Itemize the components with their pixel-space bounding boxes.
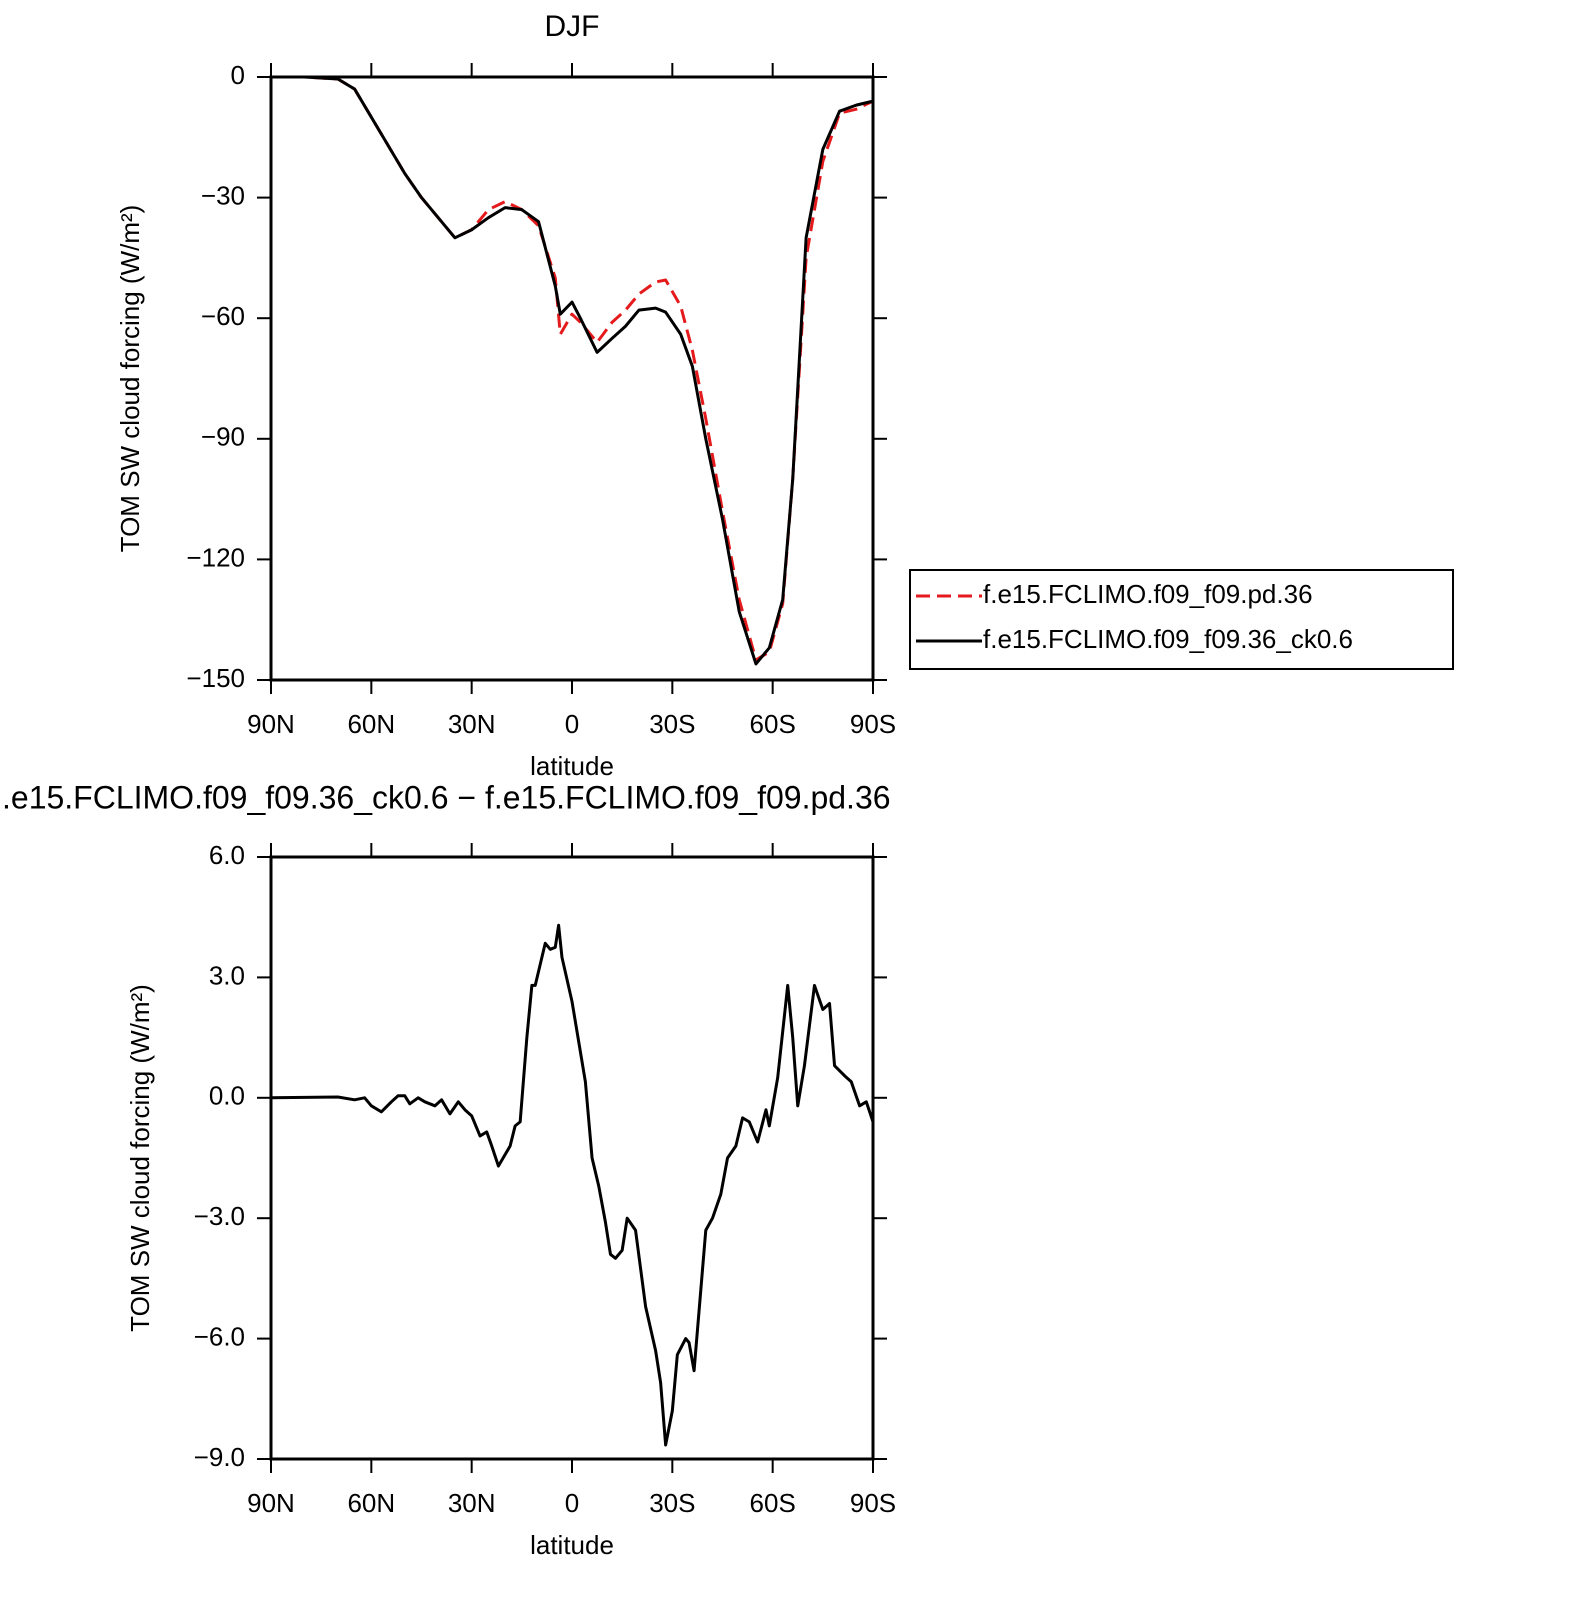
legend-label: f.e15.FCLIMO.f09_f09.36_ck0.6 (983, 624, 1353, 654)
x-tick-label: 30S (649, 709, 695, 739)
legend-box (909, 569, 1454, 670)
y-tick-label: −6.0 (194, 1321, 245, 1351)
y-tick-label: −3.0 (194, 1201, 245, 1231)
y-axis-label: TOM SW cloud forcing (W/m²) (115, 205, 145, 553)
x-tick-label: 60S (750, 709, 796, 739)
y-tick-label: 3.0 (209, 960, 245, 990)
data-line (271, 75, 874, 662)
y-tick-label: −60 (201, 301, 245, 331)
x-tick-label: 90S (850, 709, 896, 739)
y-tick-label: 0 (231, 60, 245, 90)
x-axis-label: latitude (530, 751, 614, 781)
y-tick-label: 6.0 (209, 840, 245, 870)
plot-frame (269, 75, 875, 682)
legend-label: f.e15.FCLIMO.f09_f09.pd.36 (983, 579, 1313, 609)
x-tick-label: 30S (649, 1488, 695, 1518)
x-tick-label: 0 (565, 1488, 579, 1518)
x-axis-label: latitude (530, 1530, 614, 1560)
y-tick-label: −120 (186, 542, 245, 572)
y-axis-label: TOM SW cloud forcing (W/m²) (125, 984, 155, 1332)
y-tick-label: −9.0 (194, 1442, 245, 1472)
y-tick-label: −150 (186, 663, 245, 693)
y-tick-label: −90 (201, 422, 245, 452)
x-tick-label: 90S (850, 1488, 896, 1518)
x-tick-label: 60S (750, 1488, 796, 1518)
chart-title: .e15.FCLIMO.f09_f09.36_ck0.6 − f.e15.FCL… (2, 779, 891, 815)
x-tick-label: 60N (347, 709, 395, 739)
x-tick-label: 90N (247, 709, 295, 739)
x-tick-label: 60N (347, 1488, 395, 1518)
x-tick-label: 30N (448, 709, 496, 739)
plot-frame (269, 855, 875, 1461)
y-tick-label: −30 (201, 180, 245, 210)
data-line (271, 75, 874, 666)
x-tick-label: 90N (247, 1488, 295, 1518)
chart-title: DJF (545, 10, 600, 43)
x-tick-label: 30N (448, 1488, 496, 1518)
x-tick-label: 0 (565, 709, 579, 739)
y-tick-label: 0.0 (209, 1081, 245, 1111)
data-line (270, 923, 875, 1447)
